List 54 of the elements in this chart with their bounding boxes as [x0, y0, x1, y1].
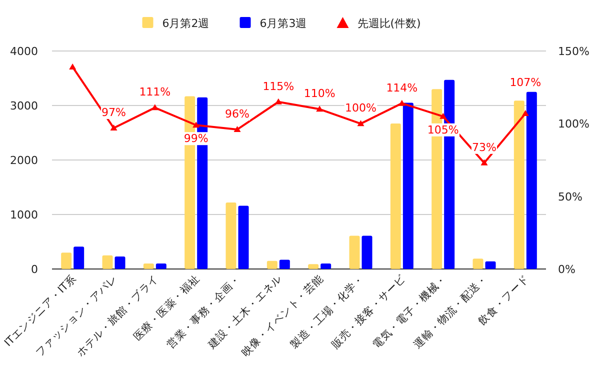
bar — [266, 260, 278, 269]
y2-tick-label: 150% — [558, 45, 590, 58]
data-label: 111% — [139, 86, 171, 99]
point — [522, 110, 529, 116]
bar — [114, 256, 126, 269]
bar — [74, 246, 84, 269]
y-tick-label: 4000 — [10, 45, 38, 58]
point — [234, 126, 241, 132]
bar — [61, 252, 72, 269]
data-label: 115% — [262, 80, 294, 93]
bar — [514, 100, 524, 269]
bar — [320, 264, 332, 269]
data-label: 107% — [510, 76, 542, 89]
y2-tick-label: 50% — [558, 190, 582, 204]
point — [398, 100, 406, 106]
bar — [279, 260, 290, 269]
bar — [402, 102, 414, 269]
point — [110, 124, 118, 131]
y2-tick-label: 100% — [558, 118, 590, 131]
bar — [349, 236, 360, 269]
data-label: 110% — [304, 87, 336, 100]
y-tick-label: 3000 — [10, 100, 38, 112]
y-tick-label: 2000 — [10, 154, 38, 167]
data-label: 105% — [427, 123, 459, 136]
y2-tick-label: 0% — [558, 263, 576, 276]
bar — [472, 258, 484, 269]
point — [480, 159, 488, 166]
bar — [156, 264, 166, 269]
y-tick-label: 1000 — [10, 208, 38, 222]
bar — [143, 264, 154, 269]
data-label: 99% — [184, 132, 208, 146]
legend-label: 先週比(件数) — [357, 17, 421, 30]
point — [69, 63, 76, 70]
legend-label: 6月第2週 — [162, 17, 210, 30]
bar — [226, 202, 236, 269]
bar — [390, 123, 401, 269]
bar — [238, 206, 249, 269]
bar — [102, 255, 113, 269]
data-label: 97% — [102, 106, 126, 120]
point — [151, 104, 158, 110]
legend-label: 6月第3週 — [260, 17, 307, 30]
point — [316, 106, 324, 112]
point — [440, 112, 447, 119]
data-label: 114% — [386, 81, 418, 94]
bar — [485, 261, 496, 269]
data-label: 100% — [345, 102, 376, 115]
data-label: 96% — [225, 107, 250, 120]
data-label: 73% — [472, 140, 496, 154]
bar — [362, 236, 372, 269]
bar — [526, 92, 537, 269]
y-tick-label: 0 — [31, 263, 38, 276]
point — [357, 120, 364, 126]
bar — [308, 264, 319, 269]
point — [192, 122, 200, 128]
